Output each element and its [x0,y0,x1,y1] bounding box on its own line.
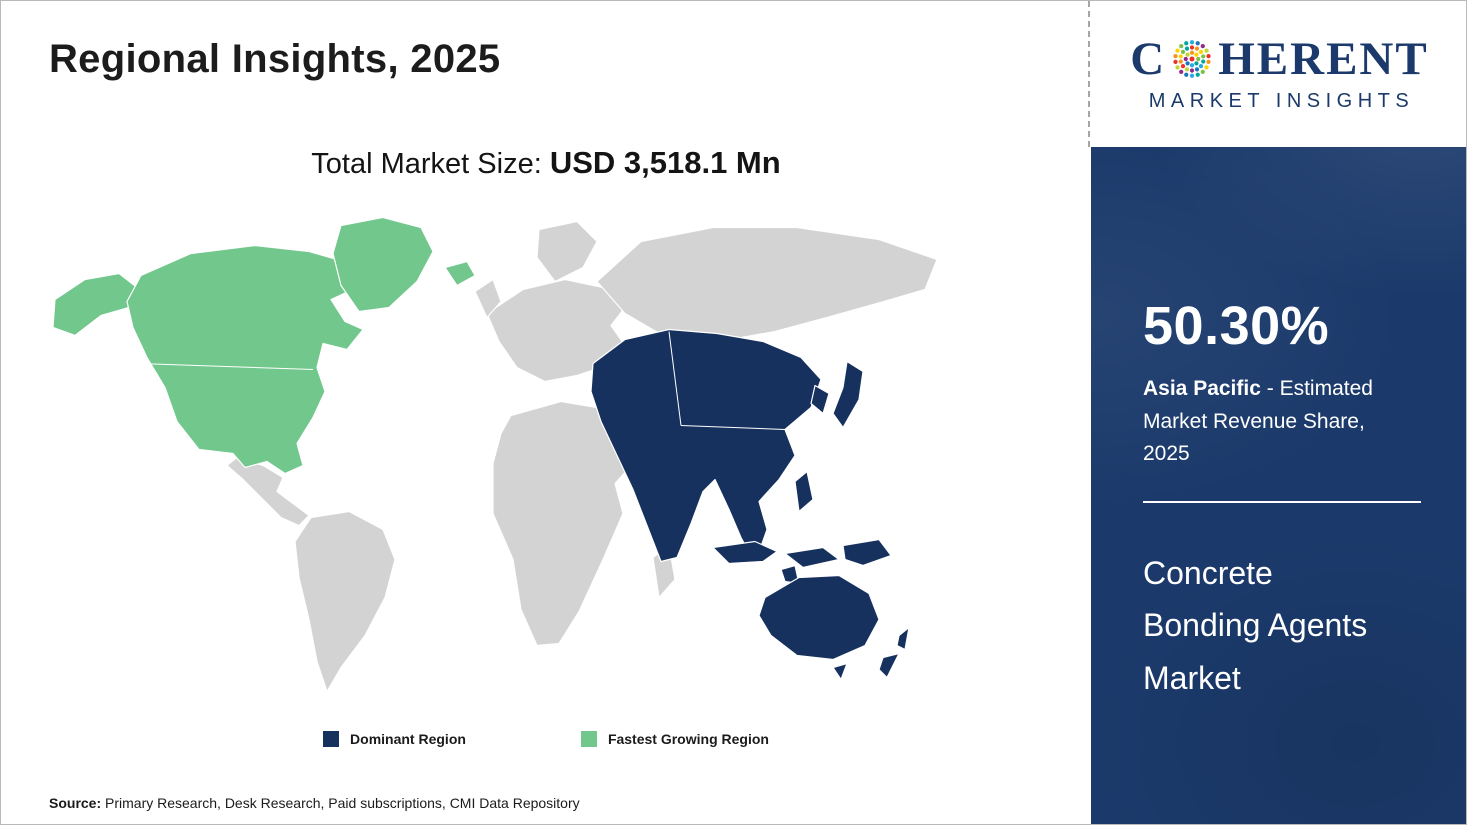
dominant-region-swatch [323,731,340,747]
map-iceland [444,260,476,287]
market-name: Concrete Bonding Agents Market [1143,554,1368,697]
map-region-north-america [52,216,476,475]
world-map [41,213,1051,698]
dotted-o-dots [1173,40,1211,78]
market-share-desc-text: - Estimated Market Revenue Share, 2025 [1143,377,1373,466]
map-us-canada-border [138,363,314,370]
legend-item-dominant: Dominant Region [323,731,466,747]
sidebar-content: 50.30% Asia Pacific - Estimated Market R… [1143,147,1433,705]
map-greenland [332,216,434,313]
map-tasmania [832,662,848,681]
map-korea [810,384,830,415]
source-label: Source: [49,795,102,811]
map-legend: Dominant Region Fastest Growing Region [1,731,1091,747]
sidebar-divider-line [1143,500,1421,503]
market-share-description: Asia Pacific - Estimated Market Revenue … [1143,373,1415,471]
map-alaska [52,272,138,337]
map-new-zealand-north [896,626,910,651]
map-uk [474,278,502,319]
legend-item-fastest-growing: Fastest Growing Region [580,731,769,747]
brand-prefix: C [1130,32,1167,85]
map-region-rest-of-world [226,220,938,693]
brand-wordmark: C HERENT [1130,32,1429,85]
map-new-guinea [842,538,892,567]
sidebar-panel: C HERENT MARKET INSIGHTS 50.30% Asia Pac… [1091,1,1466,824]
main-panel: Regional Insights, 2025 Total Market Siz… [1,1,1091,824]
map-asia-inner-border-2 [680,425,786,430]
map-japan [832,360,864,429]
brand-suffix: HERENT [1218,32,1429,85]
total-market-size-label: Total Market Size: [311,148,550,180]
total-market-size: Total Market Size: USD 3,518.1 Mn [1,145,1091,181]
map-mexico-central-america [226,456,310,527]
map-philippines [794,470,814,513]
map-indonesia-1 [712,540,778,565]
map-australia [758,574,880,661]
source-note: Source: Primary Research, Desk Research,… [49,795,580,811]
dotted-o-logo-icon [1173,40,1211,78]
map-asia-main [590,328,822,565]
market-share-region: Asia Pacific [1143,377,1261,400]
fastest-growing-region-label: Fastest Growing Region [607,731,769,747]
map-region-asia-pacific [590,328,910,681]
map-russia [596,226,938,343]
market-share-value: 50.30% [1143,296,1330,356]
source-text: Primary Research, Desk Research, Paid su… [101,795,580,811]
brand-subtitle: MARKET INSIGHTS [1148,89,1415,112]
map-new-zealand-south [878,652,900,679]
page-title: Regional Insights, 2025 [49,37,501,81]
map-scandinavia [536,220,598,283]
map-canada-usa [126,244,364,475]
fastest-growing-region-swatch [580,731,597,747]
map-indonesia-2 [784,546,840,569]
brand-logo: C HERENT MARKET INSIGHTS [1091,1,1466,147]
total-market-size-value: USD 3,518.1 Mn [549,145,781,180]
map-south-america [294,510,396,693]
dominant-region-label: Dominant Region [350,731,466,747]
dashed-divider [1088,1,1090,147]
world-map-svg [52,216,938,693]
map-asia-inner-border-1 [668,331,682,426]
